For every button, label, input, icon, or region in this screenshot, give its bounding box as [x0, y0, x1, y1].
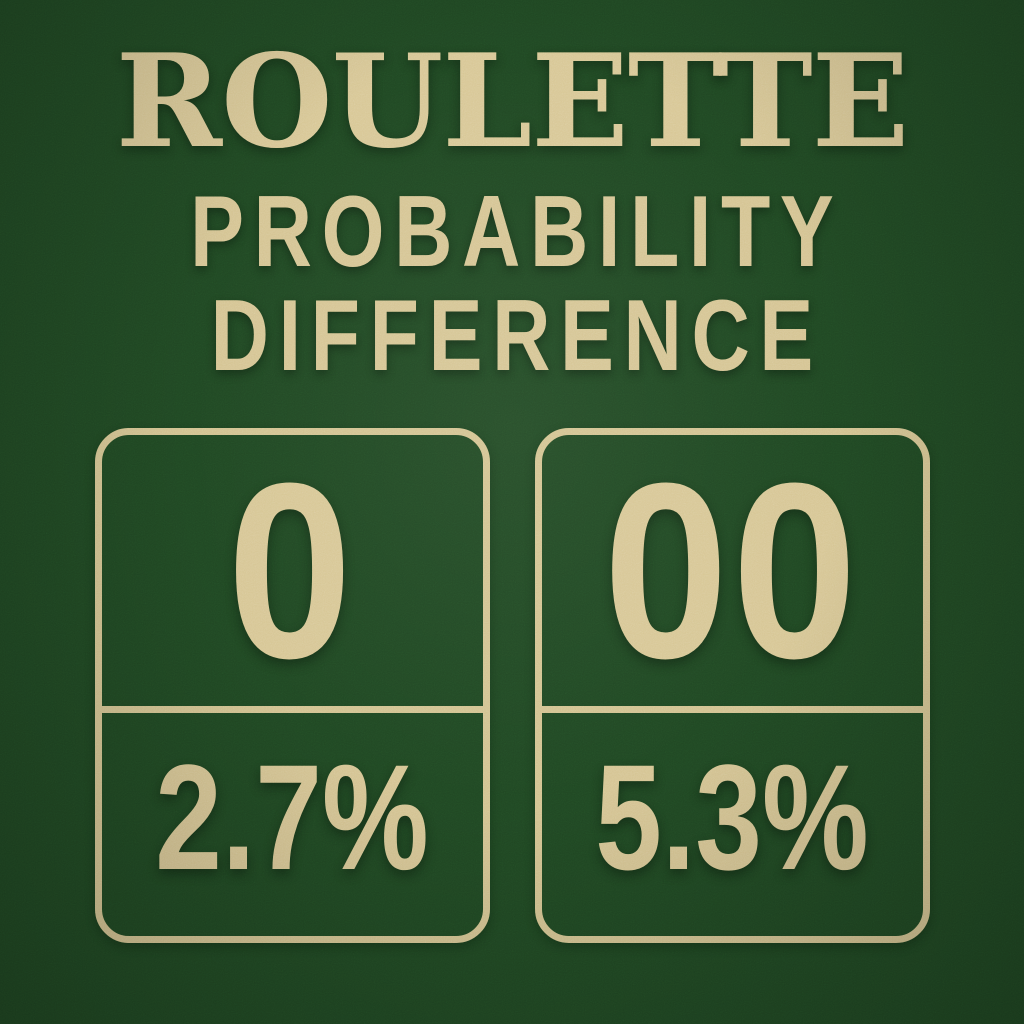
subtitle-line-probability: PROBABILITY	[190, 176, 844, 288]
stat-card-probability-section: 2.7%	[102, 713, 483, 936]
stat-card-probability-section: 5.3%	[542, 713, 923, 936]
stat-cards-row: 0 2.7% 00 5.3%	[0, 428, 1024, 943]
roulette-number-label: 00	[603, 430, 861, 710]
probability-value: 5.3%	[595, 732, 869, 901]
stat-card-single-zero: 0 2.7%	[94, 428, 490, 943]
roulette-number-label: 0	[227, 430, 357, 710]
probability-value: 2.7%	[155, 732, 429, 901]
stat-card-double-zero: 00 5.3%	[534, 428, 930, 943]
stat-card-number-section: 0	[102, 435, 483, 706]
subtitle-line-difference: DIFFERENCE	[210, 280, 823, 392]
poster-title: ROULETTE	[115, 27, 910, 177]
stat-card-number-section: 00	[542, 435, 923, 706]
